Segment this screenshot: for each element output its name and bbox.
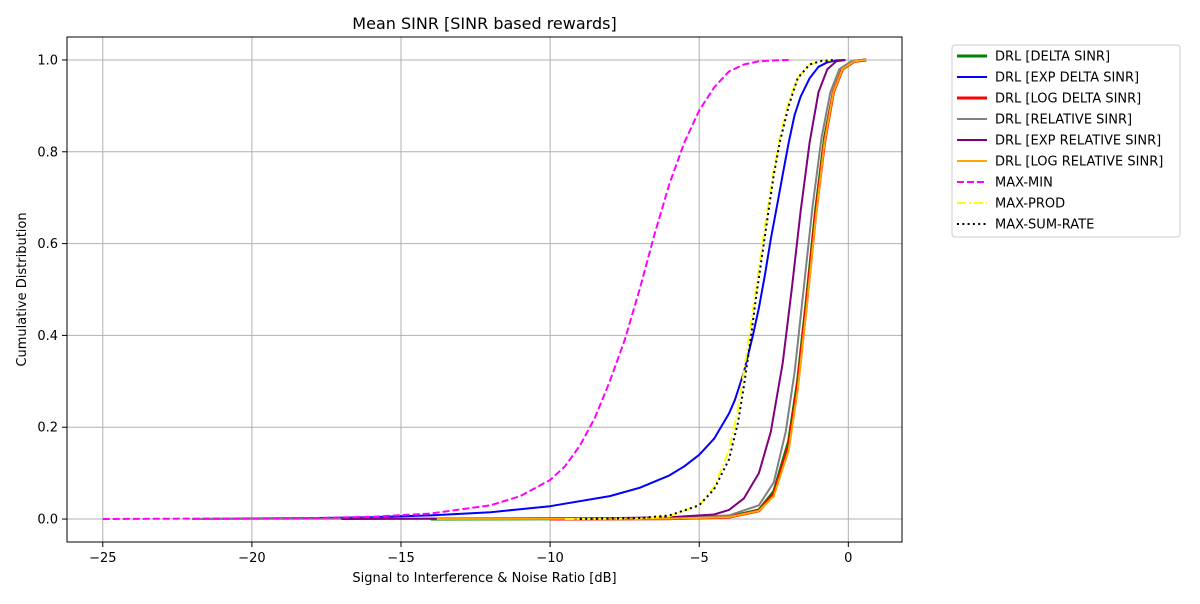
y-tick-label: 0.6 xyxy=(37,237,58,252)
series-lines xyxy=(102,58,867,521)
series-line-2 xyxy=(550,58,867,521)
x-tick-label: −10 xyxy=(536,551,563,566)
series-line-8 xyxy=(579,59,834,520)
legend-label: DRL [EXP DELTA SINR] xyxy=(995,71,1139,86)
legend-label: DRL [EXP RELATIVE SINR] xyxy=(995,134,1161,149)
x-tick-label: −15 xyxy=(387,551,414,566)
x-tick-label: −5 xyxy=(690,551,709,566)
legend-box xyxy=(951,44,1181,238)
x-tick-label: 0 xyxy=(844,551,852,566)
x-tick-label: −20 xyxy=(238,551,265,566)
x-axis-label: Signal to Interference & Noise Ratio [dB… xyxy=(352,571,616,586)
legend-label: MAX-PROD xyxy=(995,197,1065,212)
legend-label: MAX-MIN xyxy=(995,176,1053,191)
axis-ticks: −25 −20 −15 −10 −5 0 0.0 0.2 0.4 0.6 0.8 1.0 xyxy=(37,53,852,566)
series-line-1 xyxy=(192,59,846,520)
y-tick-label: 0.0 xyxy=(37,513,58,528)
legend: DRL [DELTA SINR] DRL [EXP DELTA SINR] DRL … xyxy=(951,44,1181,238)
plot-frame xyxy=(66,36,903,543)
y-tick-label: 0.8 xyxy=(37,145,58,160)
legend-label: DRL [RELATIVE SINR] xyxy=(995,113,1132,128)
series-line-4 xyxy=(341,59,846,520)
legend-label: MAX-SUM-RATE xyxy=(995,218,1094,233)
series-line-0 xyxy=(430,58,867,521)
x-tick-label: −25 xyxy=(89,551,116,566)
legend-label: DRL [LOG DELTA SINR] xyxy=(995,92,1141,107)
chart-title: Mean SINR [SINR based rewards] xyxy=(352,14,616,33)
y-axis-label: Cumulative Distribution xyxy=(15,212,30,366)
y-tick-label: 0.4 xyxy=(37,329,58,344)
series-line-5 xyxy=(436,59,867,520)
legend-label: DRL [DELTA SINR] xyxy=(995,50,1110,65)
y-tick-label: 0.2 xyxy=(37,421,58,436)
legend-label: DRL [LOG RELATIVE SINR] xyxy=(995,155,1163,170)
series-line-7 xyxy=(564,59,834,520)
series-line-6 xyxy=(102,59,789,520)
y-tick-label: 1.0 xyxy=(37,53,58,68)
